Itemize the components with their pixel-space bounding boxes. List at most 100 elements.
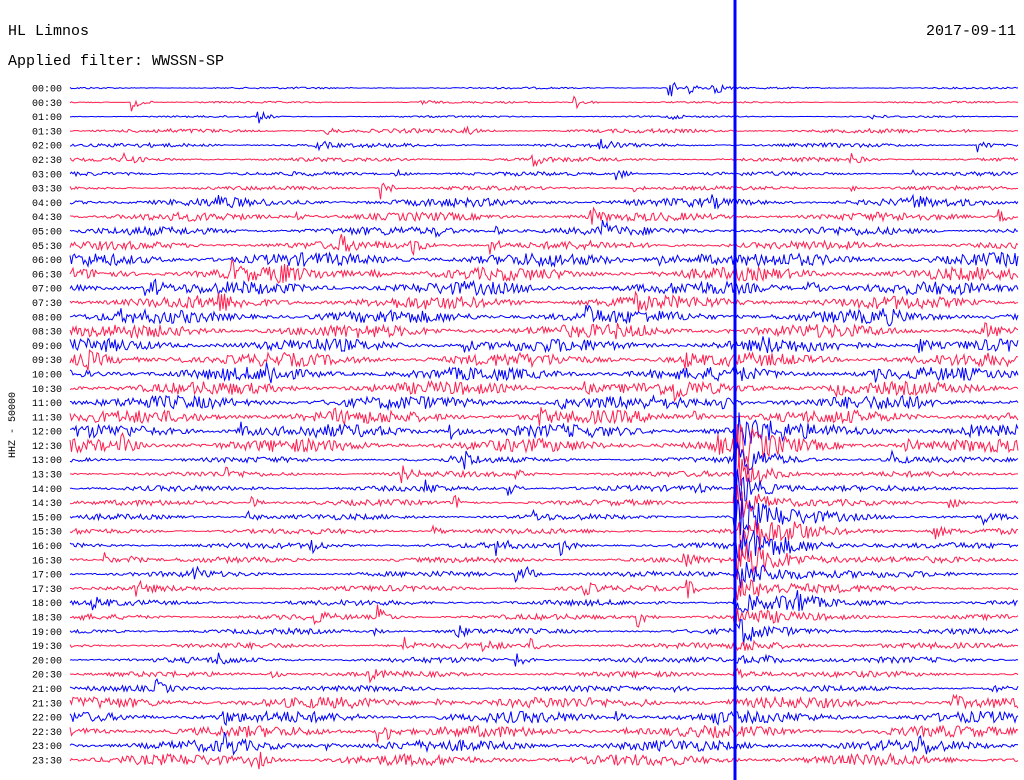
- trace: [69, 529, 1019, 562]
- trace: [69, 193, 1019, 210]
- row-label: 09:00: [32, 342, 62, 353]
- trace: [69, 151, 1019, 167]
- filter-label: Applied filter: WWSSN-SP: [8, 53, 224, 70]
- trace: [69, 751, 1019, 770]
- trace: [69, 125, 1019, 136]
- trace: [69, 543, 1019, 580]
- trace: [69, 456, 1019, 486]
- trace: [69, 732, 1019, 756]
- trace: [69, 219, 1019, 239]
- trace: [69, 407, 1019, 427]
- row-label: 01:00: [32, 113, 62, 124]
- trace: [69, 561, 1019, 589]
- row-label: 15:00: [32, 513, 62, 524]
- traces: [69, 0, 1019, 780]
- date: 2017-09-11: [926, 23, 1016, 40]
- row-label: 18:30: [32, 614, 62, 625]
- row-label: 20:30: [32, 671, 62, 682]
- row-label: 22:30: [32, 728, 62, 739]
- trace: [69, 709, 1019, 727]
- row-label: 19:30: [32, 642, 62, 653]
- trace: [69, 394, 1019, 411]
- row-label: 00:30: [32, 99, 62, 110]
- row-label: 21:30: [32, 699, 62, 710]
- row-label: 14:30: [32, 499, 62, 510]
- trace: [69, 579, 1019, 601]
- row-label: 06:30: [32, 270, 62, 281]
- row-label: 05:00: [32, 227, 62, 238]
- trace: [69, 322, 1019, 340]
- row-label: 16:30: [32, 556, 62, 567]
- trace: [69, 138, 1019, 153]
- trace: [69, 206, 1019, 225]
- trace: [69, 424, 1019, 468]
- row-label: 15:30: [32, 528, 62, 539]
- row-label: 10:00: [32, 370, 62, 381]
- trace: [69, 666, 1019, 684]
- row-label: 18:00: [32, 599, 62, 610]
- row-label: 20:00: [32, 656, 62, 667]
- trace: [69, 590, 1019, 613]
- trace: [69, 724, 1019, 743]
- row-label: 13:30: [32, 471, 62, 482]
- row-label: 01:30: [32, 127, 62, 138]
- row-label: 11:30: [32, 413, 62, 424]
- row-label: 11:00: [32, 399, 62, 410]
- row-label: 08:30: [32, 328, 62, 339]
- trace: [69, 278, 1019, 297]
- row-label: 02:30: [32, 156, 62, 167]
- trace: [69, 652, 1019, 667]
- row-label: 03:30: [32, 185, 62, 196]
- trace: [69, 362, 1019, 384]
- trace: [69, 182, 1019, 200]
- trace: [69, 259, 1019, 284]
- row-label: 07:00: [32, 285, 62, 296]
- trace: [69, 519, 1019, 547]
- row-label: 17:30: [32, 585, 62, 596]
- row-label: 22:00: [32, 714, 62, 725]
- trace: [69, 304, 1019, 327]
- trace: [69, 678, 1019, 694]
- trace: [69, 168, 1019, 181]
- trace: [69, 110, 1019, 124]
- trace: [69, 604, 1019, 628]
- row-label: 10:30: [32, 385, 62, 396]
- trace: [69, 290, 1019, 312]
- trace: [69, 619, 1019, 646]
- row-label: 14:00: [32, 485, 62, 496]
- row-label: 23:00: [32, 742, 62, 753]
- trace: [70, 469, 1019, 502]
- row-label: 04:30: [32, 213, 62, 224]
- row-label: 09:30: [32, 356, 62, 367]
- trace: [69, 484, 1019, 520]
- row-label: 08:00: [32, 313, 62, 324]
- trace: [69, 81, 1019, 97]
- row-label: 16:00: [32, 542, 62, 553]
- trace: [69, 442, 1019, 475]
- trace: [69, 234, 1019, 257]
- row-label: 07:30: [32, 299, 62, 310]
- trace: [69, 380, 1019, 403]
- row-label: 13:00: [32, 456, 62, 467]
- row-label: 02:00: [32, 142, 62, 153]
- trace: [69, 349, 1019, 371]
- row-label: 12:00: [32, 428, 62, 439]
- row-label: 05:30: [32, 242, 62, 253]
- row-label: 12:30: [32, 442, 62, 453]
- axis-label: HHZ - 50000: [8, 392, 19, 458]
- row-label: 21:00: [32, 685, 62, 696]
- row-label: 04:00: [32, 199, 62, 210]
- row-label: 03:00: [32, 170, 62, 181]
- trace: [69, 412, 1019, 454]
- trace: [69, 693, 1019, 710]
- row-label: 00:00: [32, 85, 62, 96]
- row-label: 19:00: [32, 628, 62, 639]
- trace: [69, 336, 1019, 354]
- row-label: 17:00: [32, 571, 62, 582]
- trace: [69, 636, 1019, 653]
- station-name: HL Limnos: [8, 23, 89, 40]
- row-label: 06:00: [32, 256, 62, 267]
- trace: [69, 95, 1019, 112]
- trace: [69, 251, 1019, 269]
